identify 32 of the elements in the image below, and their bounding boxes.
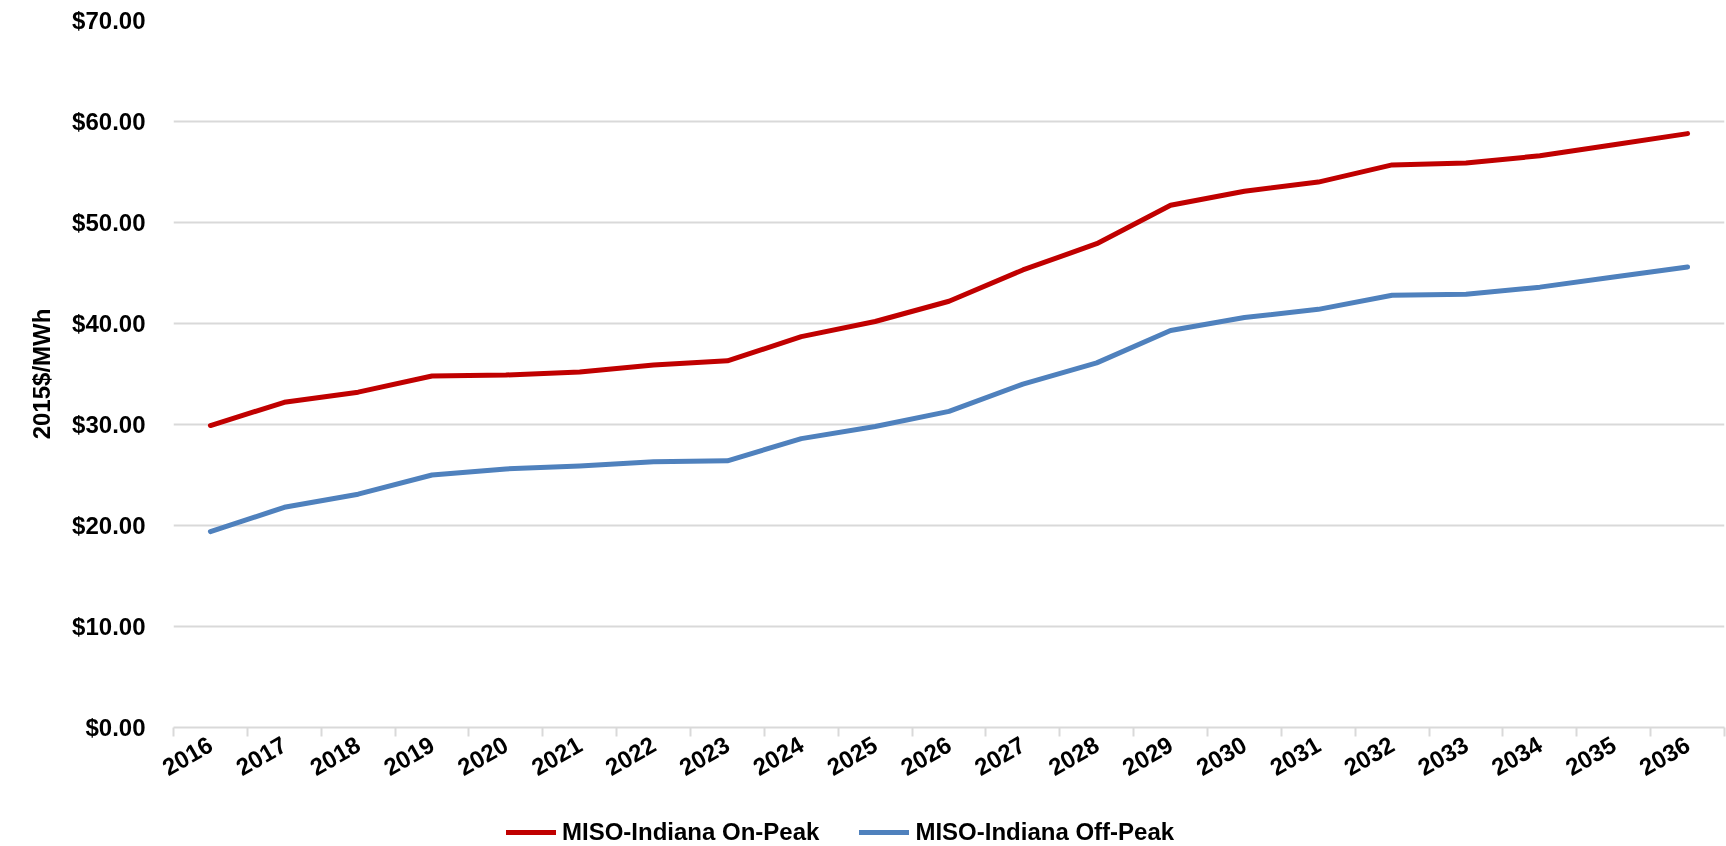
y-tick-label: $40.00 (72, 310, 146, 337)
x-tick-label: 2019 (379, 730, 439, 781)
x-tick-label: 2032 (1339, 730, 1399, 781)
y-tick-label: $30.00 (72, 411, 146, 438)
x-tick-label: 2036 (1634, 730, 1695, 781)
legend-label: MISO-Indiana On-Peak (562, 818, 820, 846)
legend-label: MISO-Indiana Off-Peak (915, 818, 1175, 846)
x-tick-label: 2027 (969, 730, 1030, 781)
x-tick-label: 2030 (1191, 730, 1252, 781)
x-tick-label: 2021 (526, 730, 587, 781)
y-tick-label: $60.00 (72, 108, 146, 135)
x-tick-label: 2026 (896, 730, 956, 781)
x-tick-label: 2024 (748, 730, 809, 781)
x-tick-label: 2025 (822, 730, 882, 781)
x-tick-label: 2022 (600, 730, 661, 781)
x-tick-label: 2034 (1486, 730, 1548, 781)
y-axis-title: 2015$/MWh (28, 308, 56, 440)
x-tick-label: 2033 (1413, 730, 1473, 781)
x-tick-label: 2035 (1560, 730, 1621, 781)
y-tick-label: $10.00 (72, 613, 146, 640)
x-tick-label: 2029 (1117, 730, 1178, 781)
x-tick-label: 2016 (157, 730, 218, 781)
x-tick-label: 2017 (231, 730, 292, 781)
y-tick-label: $70.00 (72, 7, 146, 34)
x-tick-label: 2023 (674, 730, 735, 781)
y-tick-label: $0.00 (85, 714, 146, 741)
x-tick-label: 2028 (1043, 730, 1104, 781)
x-tick-label: 2020 (452, 730, 513, 781)
y-tick-label: $50.00 (72, 209, 146, 236)
y-tick-label: $20.00 (72, 512, 146, 539)
x-tick-label: 2031 (1265, 730, 1326, 781)
x-tick-label: 2018 (305, 730, 365, 781)
